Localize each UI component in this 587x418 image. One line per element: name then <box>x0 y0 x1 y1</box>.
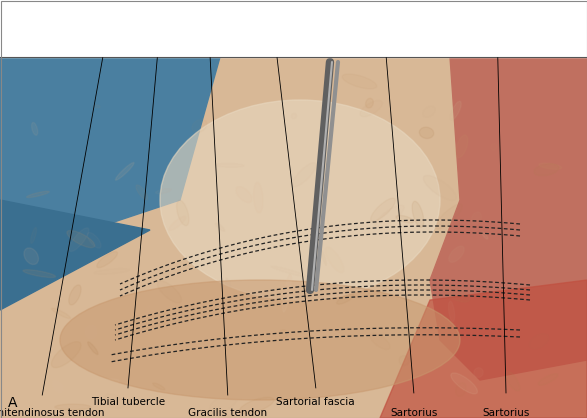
Ellipse shape <box>153 383 165 390</box>
Ellipse shape <box>236 187 252 202</box>
Ellipse shape <box>55 404 90 410</box>
Ellipse shape <box>366 98 373 108</box>
Ellipse shape <box>169 217 185 230</box>
Polygon shape <box>0 57 220 260</box>
Ellipse shape <box>423 176 456 200</box>
Ellipse shape <box>23 270 56 278</box>
Ellipse shape <box>482 232 488 239</box>
Ellipse shape <box>215 223 225 231</box>
Polygon shape <box>0 200 150 310</box>
Ellipse shape <box>370 328 379 337</box>
Ellipse shape <box>443 285 470 302</box>
Text: Sartorial fascia: Sartorial fascia <box>276 397 355 407</box>
Ellipse shape <box>104 394 124 408</box>
Ellipse shape <box>87 342 98 354</box>
Ellipse shape <box>269 76 280 87</box>
Ellipse shape <box>534 164 559 176</box>
Ellipse shape <box>52 380 64 393</box>
Text: Sartorius
tendon: Sartorius tendon <box>390 408 437 418</box>
Ellipse shape <box>539 163 562 169</box>
Ellipse shape <box>419 127 434 138</box>
Ellipse shape <box>491 143 497 150</box>
Ellipse shape <box>450 101 461 120</box>
Ellipse shape <box>321 250 326 265</box>
Polygon shape <box>430 57 587 380</box>
Ellipse shape <box>24 248 39 265</box>
Polygon shape <box>380 280 587 418</box>
Ellipse shape <box>396 215 414 223</box>
Ellipse shape <box>448 246 464 263</box>
Ellipse shape <box>456 135 468 158</box>
Ellipse shape <box>85 325 97 339</box>
Text: Gracilis tendon: Gracilis tendon <box>188 408 267 418</box>
Ellipse shape <box>325 247 344 273</box>
Ellipse shape <box>423 106 436 117</box>
Ellipse shape <box>226 278 231 292</box>
Ellipse shape <box>97 252 117 268</box>
Ellipse shape <box>376 205 404 227</box>
Text: Tibial tubercle: Tibial tubercle <box>91 397 165 407</box>
Ellipse shape <box>177 200 189 226</box>
Bar <box>0 57 587 418</box>
Ellipse shape <box>505 371 520 391</box>
Ellipse shape <box>370 333 390 349</box>
Ellipse shape <box>538 374 558 385</box>
Ellipse shape <box>337 294 354 304</box>
Ellipse shape <box>370 198 396 221</box>
Ellipse shape <box>60 280 460 400</box>
Ellipse shape <box>279 330 288 338</box>
Ellipse shape <box>283 274 291 312</box>
Ellipse shape <box>59 389 95 401</box>
Ellipse shape <box>116 163 134 180</box>
Bar <box>0 0 587 57</box>
Ellipse shape <box>52 308 70 319</box>
Ellipse shape <box>136 185 148 200</box>
Ellipse shape <box>67 230 95 247</box>
Ellipse shape <box>94 269 129 274</box>
Ellipse shape <box>127 262 140 273</box>
Ellipse shape <box>451 373 477 394</box>
Ellipse shape <box>327 225 341 232</box>
Text: Semitendinosus tendon: Semitendinosus tendon <box>0 408 104 418</box>
Ellipse shape <box>51 342 81 368</box>
Ellipse shape <box>412 201 424 227</box>
Ellipse shape <box>26 191 49 198</box>
Ellipse shape <box>69 285 81 305</box>
Ellipse shape <box>312 331 340 338</box>
Ellipse shape <box>160 100 440 300</box>
Text: Sartorius
muscle: Sartorius muscle <box>483 408 529 418</box>
Ellipse shape <box>32 122 38 135</box>
Text: A: A <box>8 396 18 410</box>
Ellipse shape <box>239 397 274 413</box>
Ellipse shape <box>94 379 119 386</box>
Ellipse shape <box>254 183 263 213</box>
Ellipse shape <box>292 163 316 187</box>
